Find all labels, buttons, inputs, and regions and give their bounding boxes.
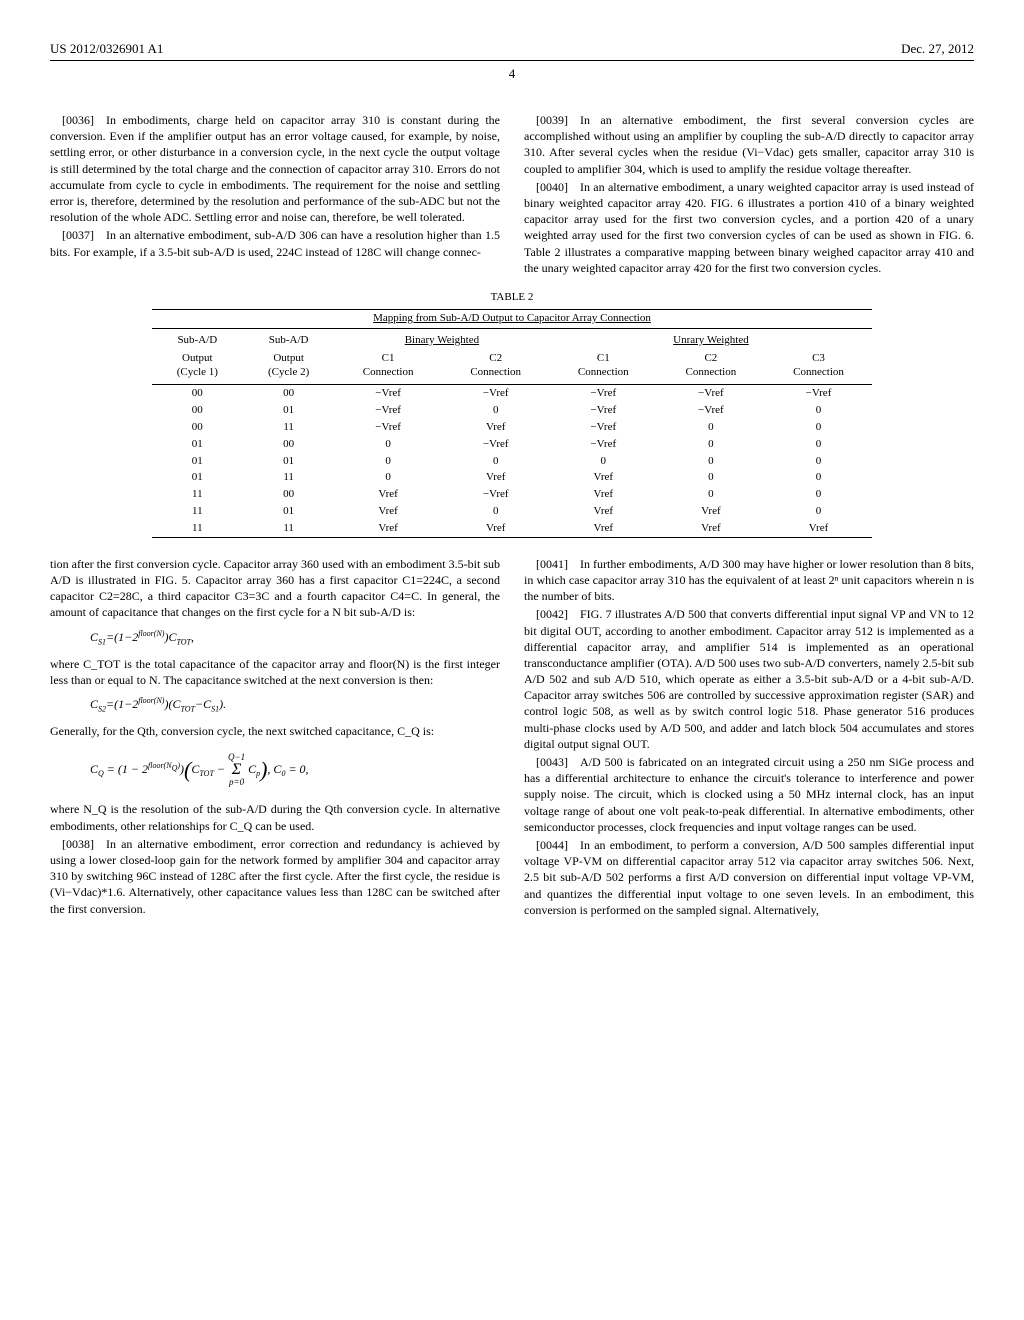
table-row: 01110VrefVref00 (152, 469, 873, 486)
table-row: 01000−Vref−Vref00 (152, 436, 873, 453)
mapping-table: Mapping from Sub-A/D Output to Capacitor… (152, 309, 873, 538)
para-0037-d: Generally, for the Qth, conversion cycle… (50, 723, 500, 739)
table-row: 1100Vref−VrefVref00 (152, 486, 873, 503)
table-label: TABLE 2 (152, 290, 873, 305)
publication-number: US 2012/0326901 A1 (50, 40, 163, 58)
table-row: 010100000 (152, 453, 873, 470)
formula-cs1: CS1=(1−2floor(N))CTOT, (90, 629, 500, 648)
para-0041: [0041] In further embodiments, A/D 300 m… (524, 556, 974, 605)
para-0040: [0040] In an alternative embodiment, a u… (524, 179, 974, 276)
para-0037-a: [0037] In an alternative embodiment, sub… (50, 227, 500, 259)
table-row: 0001−Vref0−Vref−Vref0 (152, 402, 873, 419)
table-subhead-row: Output(Cycle 1) Output(Cycle 2) C1Connec… (152, 349, 873, 385)
para-0042: [0042] FIG. 7 illustrates A/D 500 that c… (524, 606, 974, 752)
para-0037-c: where C_TOT is the total capacitance of … (50, 656, 500, 688)
para-0038: [0038] In an alternative embodiment, err… (50, 836, 500, 917)
para-0039: [0039] In an alternative embodiment, the… (524, 112, 974, 177)
formula-cq: CQ = (1 − 2floor(NQ))(CTOT − Q−1Σp=0 Cp)… (90, 753, 500, 787)
page-number: 4 (50, 65, 974, 83)
table-2: TABLE 2 Mapping from Sub-A/D Output to C… (152, 290, 873, 538)
table-group-row: Sub-A/D Sub-A/D Binary Weighted Unrary W… (152, 328, 873, 348)
para-0043: [0043] A/D 500 is fabricated on an integ… (524, 754, 974, 835)
formula-cs2: CS2=(1−2floor(N))(CTOT−CS1). (90, 696, 500, 715)
para-0036: [0036] In embodiments, charge held on ca… (50, 112, 500, 225)
para-0037-e: where N_Q is the resolution of the sub-A… (50, 801, 500, 833)
table-title: Mapping from Sub-A/D Output to Capacitor… (152, 309, 873, 328)
publication-date: Dec. 27, 2012 (901, 40, 974, 58)
body-columns: [0036] In embodiments, charge held on ca… (50, 112, 974, 919)
table-row: 0000−Vref−Vref−Vref−Vref−Vref (152, 385, 873, 402)
table-row: 1111VrefVrefVrefVrefVref (152, 520, 873, 537)
para-0044: [0044] In an embodiment, to perform a co… (524, 837, 974, 918)
para-0037-b: tion after the first conversion cycle. C… (50, 556, 500, 621)
table-row: 1101Vref0VrefVref0 (152, 503, 873, 520)
page-header: US 2012/0326901 A1 Dec. 27, 2012 (50, 40, 974, 61)
table-row: 0011−VrefVref−Vref00 (152, 419, 873, 436)
